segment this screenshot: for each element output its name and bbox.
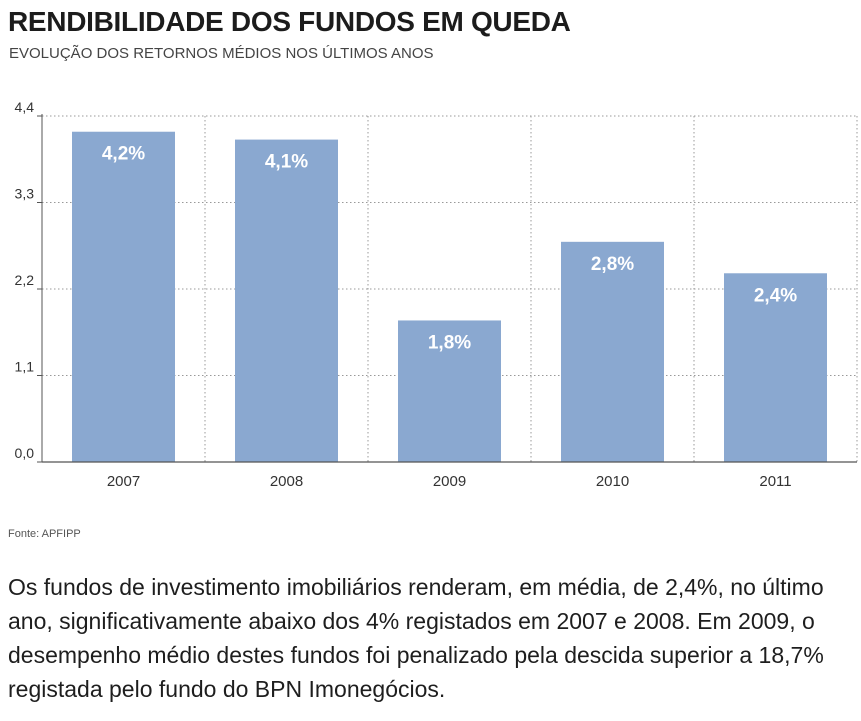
- x-tick-label: 2007: [107, 473, 140, 490]
- bar-chart: 4,2% 4,1% 1,8% 2,8% 2,4% 0,0 1,1 2,2 3,3 4,4 2007…: [15, 100, 858, 490]
- bar-2009: [398, 320, 501, 462]
- data-label-2009: 1,8%: [428, 332, 471, 353]
- data-label-2008: 4,1%: [265, 152, 308, 173]
- chart-bars: [72, 131, 827, 462]
- bar-2007: [72, 131, 175, 462]
- y-tick-label: 1,1: [15, 359, 35, 375]
- chart-title: RENDIBILIDADE DOS FUNDOS EM QUEDA: [8, 6, 571, 37]
- source-note: Fonte: APFIPP: [8, 528, 81, 540]
- x-tick-label: 2009: [433, 473, 466, 490]
- chart-data-labels: 4,2% 4,1% 1,8% 2,8% 2,4%: [102, 144, 797, 354]
- body-paragraph: Os fundos de investimento imobiliários r…: [8, 574, 824, 702]
- y-tick-label: 2,2: [15, 272, 35, 288]
- x-tick-label: 2011: [759, 473, 791, 490]
- x-tick-label: 2008: [270, 473, 303, 490]
- chart-grid: [42, 115, 858, 462]
- data-label-2007: 4,2%: [102, 144, 145, 165]
- y-tick-label: 4,4: [15, 100, 35, 115]
- chart-axes: 0,0 1,1 2,2 3,3 4,4 2007 2008 2009 2010 2011: [15, 100, 857, 490]
- data-label-2011: 2,4%: [754, 285, 797, 306]
- x-tick-label: 2010: [596, 473, 629, 490]
- data-label-2010: 2,8%: [591, 254, 634, 275]
- y-tick-label: 3,3: [15, 186, 35, 202]
- chart-subtitle: EVOLUÇÃO DOS RETORNOS MÉDIOS NOS ÚLTIMOS…: [9, 45, 434, 62]
- y-tick-label: 0,0: [15, 445, 35, 461]
- bar-2010: [561, 241, 664, 462]
- bar-2008: [235, 139, 338, 462]
- bar-2011: [724, 273, 827, 462]
